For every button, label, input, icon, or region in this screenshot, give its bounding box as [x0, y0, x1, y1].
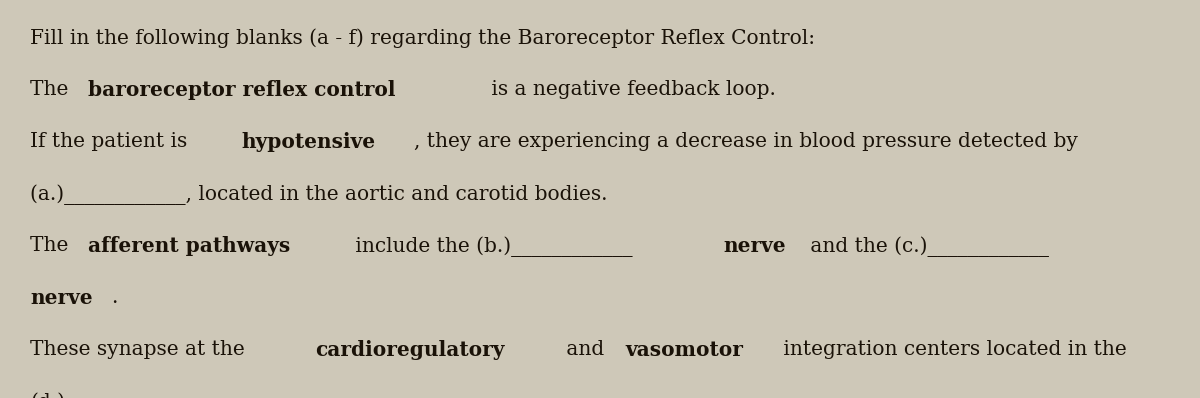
Text: The: The	[30, 236, 74, 255]
Text: If the patient is: If the patient is	[30, 132, 193, 151]
Text: (d.)____________.: (d.)____________.	[30, 392, 193, 398]
Text: nerve: nerve	[30, 288, 92, 308]
Text: afferent pathways: afferent pathways	[88, 236, 290, 256]
Text: , they are experiencing a decrease in blood pressure detected by: , they are experiencing a decrease in bl…	[414, 132, 1078, 151]
Text: is a negative feedback loop.: is a negative feedback loop.	[485, 80, 775, 99]
Text: and: and	[559, 340, 611, 359]
Text: integration centers located in the: integration centers located in the	[778, 340, 1127, 359]
Text: vasomotor: vasomotor	[625, 340, 743, 360]
Text: hypotensive: hypotensive	[241, 132, 376, 152]
Text: cardioregulatory: cardioregulatory	[316, 340, 505, 360]
Text: baroreceptor reflex control: baroreceptor reflex control	[88, 80, 395, 100]
Text: These synapse at the: These synapse at the	[30, 340, 251, 359]
Text: nerve: nerve	[722, 236, 786, 256]
Text: .: .	[110, 288, 118, 307]
Text: (a.)____________, located in the aortic and carotid bodies.: (a.)____________, located in the aortic …	[30, 184, 607, 205]
Text: and the (c.)____________: and the (c.)____________	[804, 236, 1049, 257]
Text: The: The	[30, 80, 74, 99]
Text: include the (b.)____________: include the (b.)____________	[349, 236, 638, 257]
Text: Fill in the following blanks (a - f) regarding the Baroreceptor Reflex Control:: Fill in the following blanks (a - f) reg…	[30, 28, 815, 48]
